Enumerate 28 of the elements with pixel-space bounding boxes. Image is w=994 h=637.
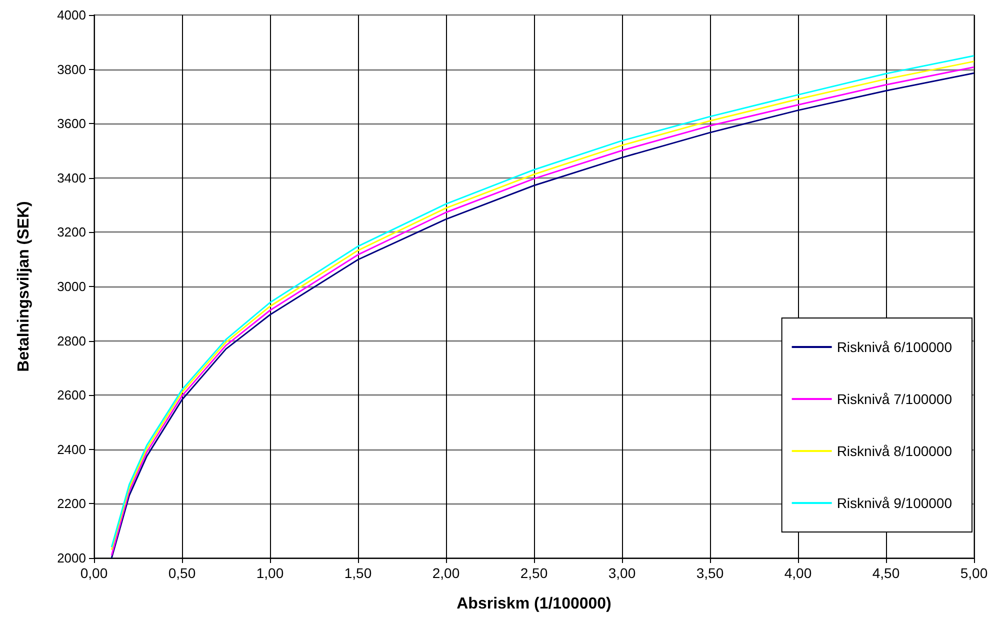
y-tick-label: 2800 [57,333,86,348]
x-tick-label: 5,00 [960,565,988,581]
y-tick-label: 4000 [57,8,86,22]
legend-label: Risknivå 9/100000 [836,495,952,511]
x-tick-label: 3,50 [696,565,724,581]
legend-label: Risknivå 8/100000 [836,443,952,459]
x-axis-title: Absriskm (1/100000) [456,596,612,612]
x-tick-label: 0,00 [80,565,108,581]
legend-label: Risknivå 7/100000 [836,391,952,407]
y-tick-label: 3000 [57,279,86,294]
y-axis-title: Betalningsviljan (SEK) [16,201,32,372]
x-tick-label: 4,50 [872,565,900,581]
y-tick-label: 2000 [57,550,86,566]
y-tick-label: 2400 [57,442,86,457]
legend-label: Risknivå 6/100000 [836,339,952,355]
y-tick-label: 3600 [57,116,86,132]
x-tick-label: 1,00 [256,565,284,581]
x-tick-label: 2,50 [520,565,548,581]
x-tick-label: 2,00 [432,565,460,581]
y-tick-label: 3800 [57,62,86,77]
x-tick-label: 4,00 [784,565,812,581]
y-tick-label: 2600 [57,388,86,403]
x-tick-label: 3,00 [608,565,636,581]
y-tick-label: 3200 [57,224,86,240]
x-tick-label: 0,50 [168,565,196,581]
x-tick-label: 1,50 [344,565,372,581]
y-tick-label: 3400 [57,170,86,186]
y-tick-label: 2200 [57,496,86,512]
